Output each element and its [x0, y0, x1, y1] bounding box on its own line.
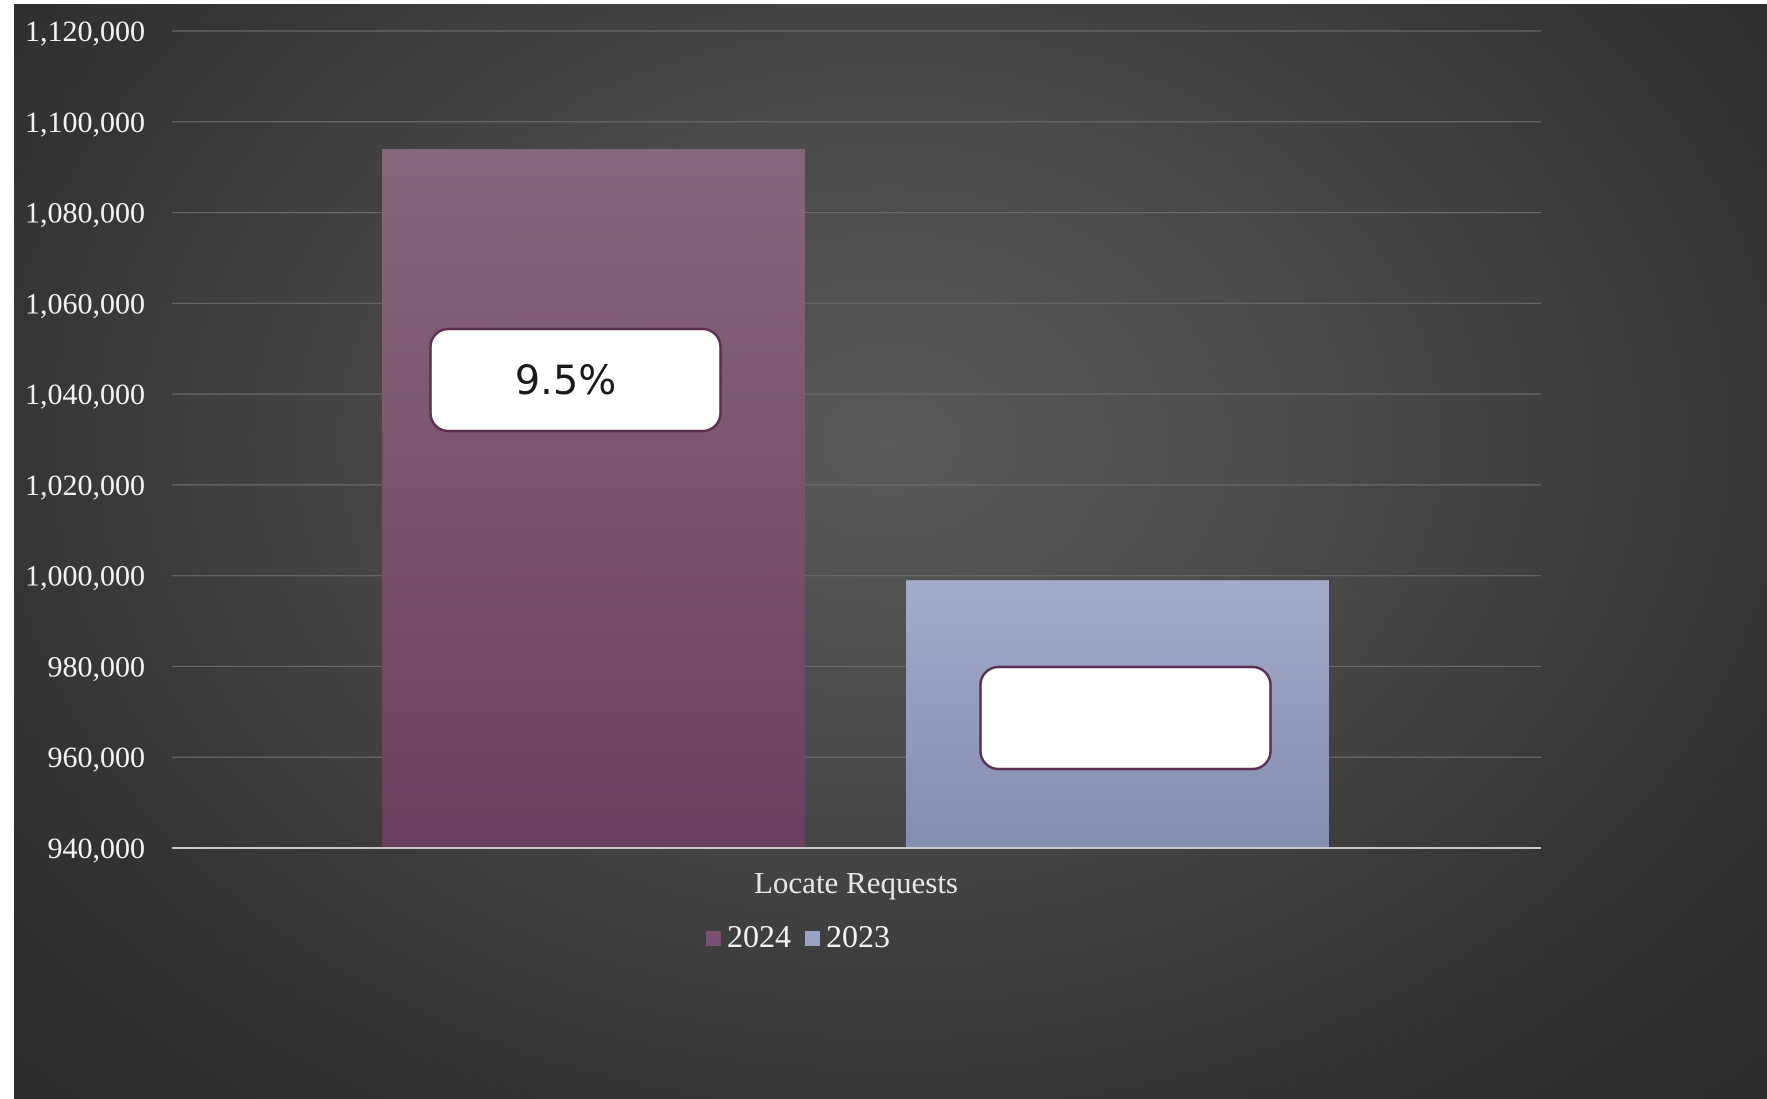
legend-label-2023: 2023 [826, 918, 890, 954]
data-label-callouts: 9.5% [429, 327, 1272, 771]
legend-label-2024: 2024 [727, 918, 791, 954]
y-tick-label: 1,100,000 [25, 106, 145, 139]
y-tick-label: 1,020,000 [25, 469, 145, 502]
gridlines [172, 30, 1541, 758]
bar-2024 [382, 149, 805, 848]
legend-swatch-2024 [706, 931, 721, 946]
y-axis-tick-labels: 940,000 960,000 980,000 1,000,000 1,020,000 1… [25, 15, 145, 865]
y-tick-label: 1,120,000 [25, 15, 145, 48]
chart-background [14, 4, 1767, 1099]
y-tick-label: 960,000 [48, 741, 146, 774]
y-tick-label: 1,060,000 [25, 287, 145, 320]
legend-swatch-2023 [805, 931, 820, 946]
legend: 2024 2023 [706, 918, 890, 954]
data-label-box-2024 [429, 327, 722, 433]
y-tick-label: 1,080,000 [25, 197, 145, 230]
category-label: Locate Requests [754, 865, 958, 900]
data-label-2024: 9.5% [515, 358, 617, 404]
data-label-box-2023 [979, 665, 1272, 771]
y-tick-label: 940,000 [48, 832, 146, 865]
y-tick-label: 1,040,000 [25, 378, 145, 411]
y-tick-label: 1,000,000 [25, 560, 145, 593]
y-tick-label: 980,000 [48, 650, 146, 683]
